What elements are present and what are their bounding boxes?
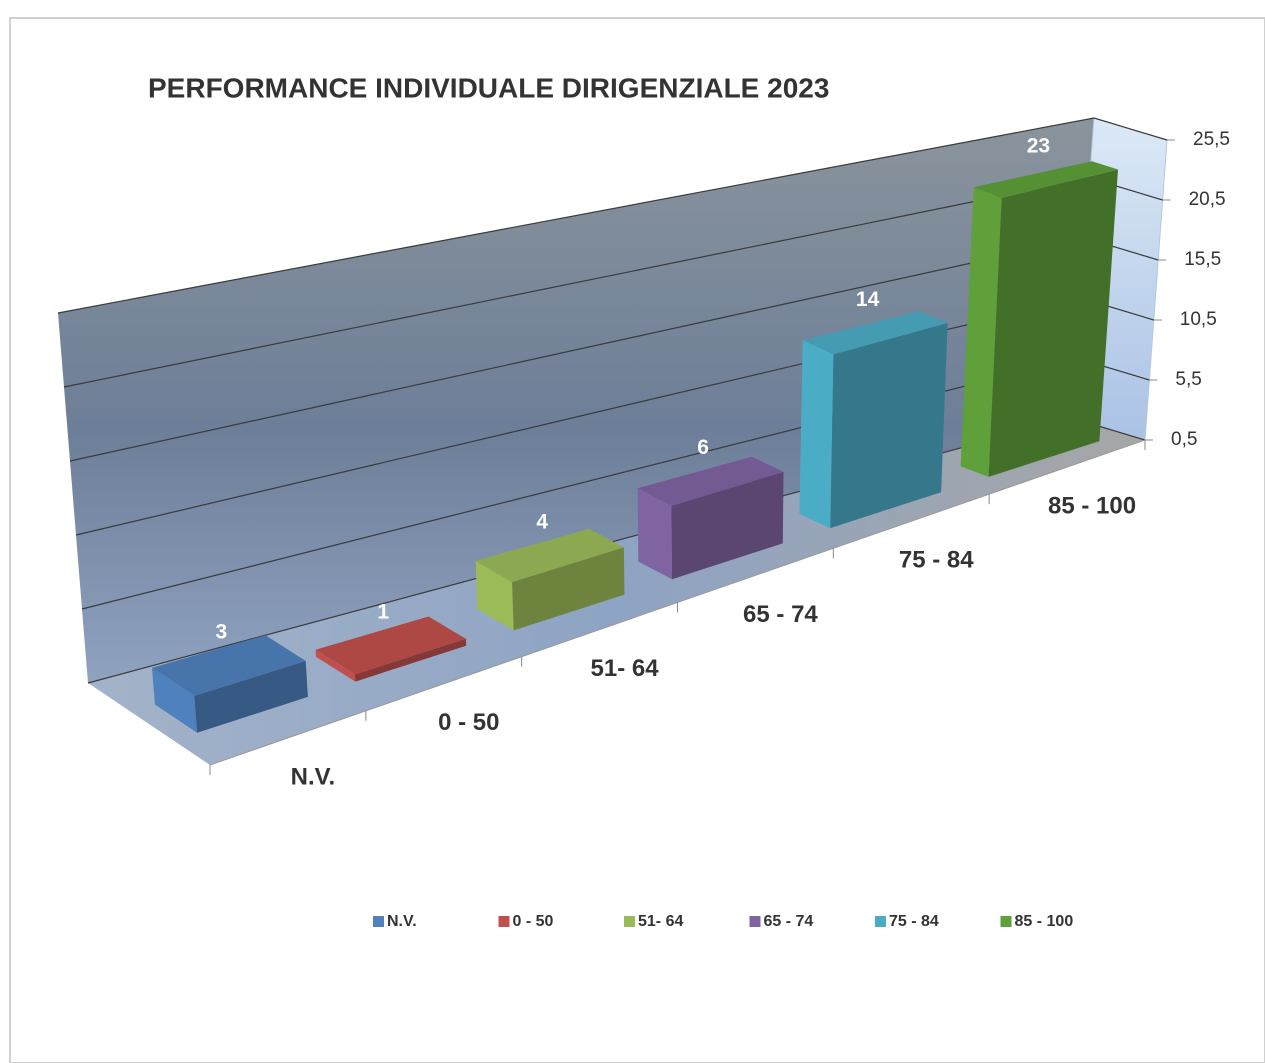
y-tick-label: 10,5: [1180, 309, 1217, 330]
legend-swatch: [498, 916, 510, 927]
back-wall: [58, 118, 1094, 683]
legend-swatch: [624, 916, 635, 927]
data-label: 1: [377, 600, 389, 623]
legend-swatch: [875, 916, 886, 927]
y-tick-label: 5,5: [1175, 369, 1201, 390]
data-label: 14: [856, 288, 880, 311]
y-tick-label: 20,5: [1189, 189, 1226, 210]
data-label: 4: [536, 510, 548, 533]
legend-label: 65 - 74: [764, 913, 814, 930]
legend-swatch: [749, 916, 761, 927]
bar: [799, 311, 948, 529]
legend-label: 85 - 100: [1015, 913, 1074, 930]
x-tick-label: 65 - 74: [743, 601, 818, 628]
x-tick-label: 51- 64: [591, 655, 660, 682]
data-label: 3: [215, 620, 227, 643]
data-label: 6: [697, 436, 709, 459]
y-tick-label: 25,5: [1193, 129, 1230, 150]
bar-front: [671, 471, 784, 580]
bar-top: [802, 311, 948, 355]
bar-side: [152, 667, 198, 733]
grid-line: [57, 117, 1168, 314]
bar: [315, 616, 467, 682]
bar-top: [475, 528, 624, 583]
bar-front: [512, 547, 625, 631]
bar: [637, 456, 784, 580]
bar-front: [355, 638, 467, 682]
bar-side: [315, 649, 356, 682]
legend-label: N.V.: [387, 913, 417, 930]
chart-title: PERFORMANCE INDIVIDUALE DIRIGENZIALE 202…: [148, 72, 829, 103]
bar-top: [973, 161, 1118, 198]
bar-side: [960, 187, 1002, 477]
bar: [475, 528, 625, 631]
x-tick-label: 75 - 84: [899, 547, 974, 574]
bar: [152, 635, 308, 733]
bar-front: [830, 323, 948, 529]
legend-swatch: [1000, 916, 1012, 927]
bar-side: [637, 488, 672, 580]
bar-front: [194, 660, 308, 733]
data-label: 23: [1027, 135, 1050, 158]
bar: [960, 161, 1118, 477]
bar-front: [988, 169, 1118, 477]
legend-label: 0 - 50: [513, 913, 554, 930]
x-tick-label: 0 - 50: [438, 709, 499, 736]
legend-label: 51- 64: [638, 913, 683, 930]
bar-top: [637, 456, 784, 506]
x-tick-label: 85 - 100: [1048, 492, 1136, 519]
bar-side: [475, 560, 514, 631]
y-tick-label: 0,5: [1171, 429, 1197, 450]
bar-top: [152, 635, 306, 696]
bar-top: [315, 616, 466, 675]
legend-label: 75 - 84: [889, 913, 939, 930]
legend-swatch: [373, 916, 384, 927]
y-tick-label: 15,5: [1184, 249, 1221, 270]
bar-side: [799, 340, 834, 529]
x-tick-label: N.V.: [291, 763, 335, 790]
